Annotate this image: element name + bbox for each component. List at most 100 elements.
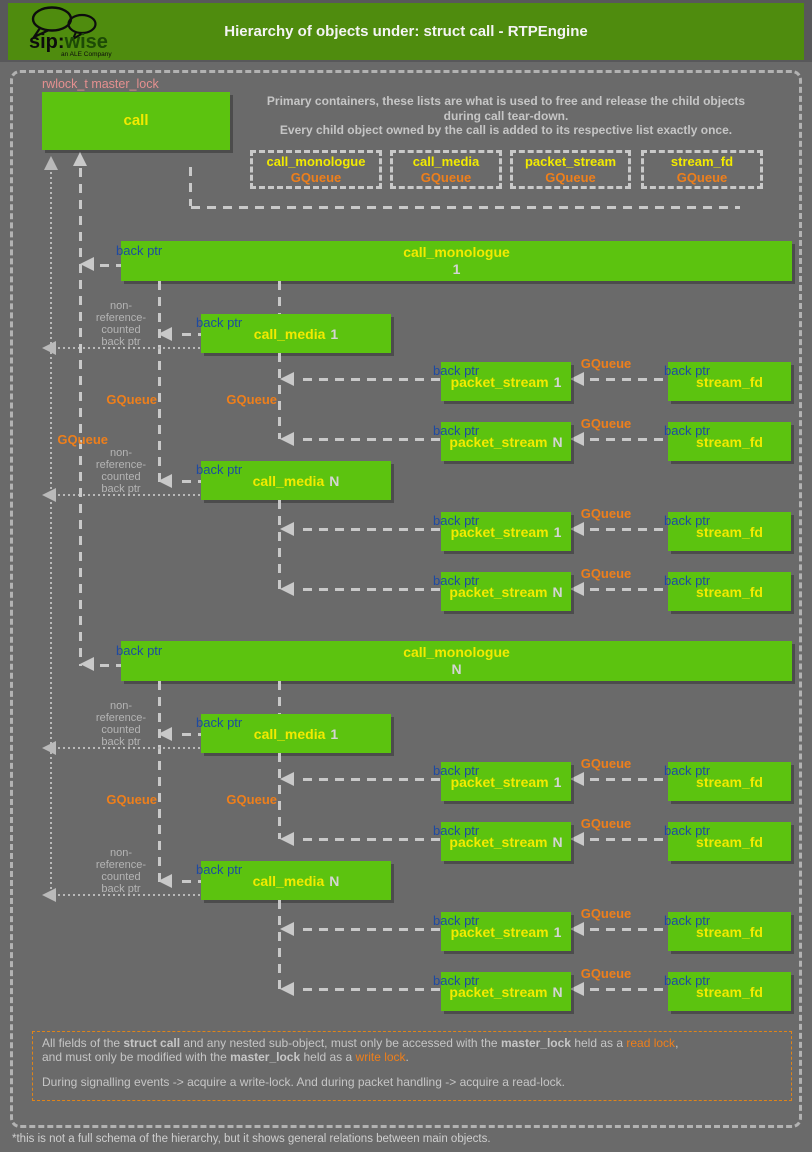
queue-type: GQueue: [676, 170, 728, 185]
back-ptr-line: [100, 664, 121, 667]
back-ptr-label: back ptr: [664, 763, 711, 778]
note-segment: During signalling events -> acquire a wr…: [42, 1075, 565, 1089]
stream-back-ptr-line: [303, 438, 441, 441]
intro-text: Primary containers, these lists are what…: [206, 94, 806, 138]
queue-name: call_media: [412, 154, 480, 169]
stream-fd-box: stream_fd: [668, 572, 791, 611]
non-ref-line: reference-: [95, 859, 147, 871]
stream-back-ptr-arrow: [280, 772, 294, 786]
queue-box-call-monologue: call_monologue GQueue: [250, 150, 382, 189]
non-ref-line: non-: [109, 300, 133, 312]
gqueue-label: GQueue: [106, 392, 157, 407]
media-back-ptr-trunk: [158, 281, 161, 483]
non-ref-counted-label: non-reference-counted back ptr: [76, 847, 166, 895]
non-ref-back-ptr-arrow: [42, 741, 56, 755]
note-segment: and any nested sub-object, must only be …: [180, 1036, 501, 1050]
media-gqueue-line: [278, 281, 281, 314]
note-segment: held as a: [570, 1036, 627, 1050]
stream-fd-box: stream_fd: [668, 422, 791, 461]
packet-stream-index: 1: [553, 523, 562, 540]
media-gqueue-line: [278, 681, 281, 714]
stream-back-ptr-line: [303, 528, 441, 531]
fd-back-ptr-arrow: [570, 772, 584, 786]
non-ref-line: back ptr: [101, 336, 141, 348]
note-segment: .: [405, 1049, 409, 1064]
stream-fd-box: stream_fd: [668, 822, 791, 861]
logo-text-wise: wise: [64, 31, 108, 53]
stream-fd-box: stream_fd: [668, 362, 791, 401]
queue-box-packet-stream: packet_stream GQueue: [510, 150, 631, 189]
stream-back-ptr-trunk: [278, 500, 281, 589]
packet-stream-name: packet_stream: [449, 983, 548, 1000]
stream-back-ptr-line: [303, 928, 441, 931]
note-line: During signalling events -> acquire a wr…: [42, 1075, 782, 1090]
packet-stream-name: packet_stream: [450, 923, 549, 940]
non-ref-line: counted: [101, 871, 141, 883]
back-ptr-line: [182, 880, 201, 883]
packet-stream-name: packet_stream: [450, 773, 549, 790]
stream-back-ptr-line: [303, 378, 441, 381]
stream-back-ptr-trunk: [278, 900, 281, 989]
back-ptr-label: back ptr: [433, 513, 480, 528]
non-ref-line: back ptr: [101, 736, 141, 748]
monologue-index: N: [451, 661, 462, 677]
packet-stream-index: N: [552, 983, 563, 1000]
packet-stream-box: packet_stream 1: [441, 362, 571, 401]
logo-tagline: an ALE Company: [61, 51, 112, 58]
back-ptr-label: back ptr: [664, 573, 711, 588]
back-ptr-label: back ptr: [433, 823, 480, 838]
packet-stream-index: 1: [553, 773, 562, 790]
queue-name: packet_stream: [524, 154, 617, 169]
fd-back-ptr-line: [590, 838, 668, 841]
back-ptr-label: back ptr: [433, 363, 480, 378]
note-line: All fields of the struct call and any ne…: [42, 1036, 782, 1051]
stream-fd-name: stream_fd: [696, 583, 763, 600]
back-ptr-line: [182, 733, 201, 736]
stream-fd-name: stream_fd: [696, 833, 763, 850]
non-ref-line: back ptr: [101, 483, 141, 495]
back-ptr-label: back ptr: [664, 513, 711, 528]
master-lock-label: rwlock_t master_lock: [42, 77, 159, 91]
gqueue-label: GQueue: [580, 816, 632, 831]
monologue-back-ptr-trunk: [79, 168, 82, 666]
non-ref-line: counted: [101, 324, 141, 336]
back-ptr-label: back ptr: [196, 715, 243, 730]
non-ref-line: reference-: [95, 712, 147, 724]
back-ptr-label: back ptr: [433, 423, 480, 438]
gqueue-label: GQueue: [106, 792, 157, 807]
stream-fd-name: stream_fd: [696, 433, 763, 450]
stream-back-ptr-trunk: [278, 353, 281, 439]
note-segment: ,: [675, 1036, 679, 1050]
stream-back-ptr-arrow: [280, 982, 294, 996]
stream-fd-box: stream_fd: [668, 972, 791, 1011]
gqueue-label: GQueue: [580, 356, 632, 371]
queue-type: GQueue: [290, 170, 342, 185]
packet-stream-index: N: [552, 433, 563, 450]
stream-fd-name: stream_fd: [696, 923, 763, 940]
fd-back-ptr-arrow: [570, 982, 584, 996]
packet-stream-name: packet_stream: [450, 523, 549, 540]
back-ptr-label: back ptr: [433, 913, 480, 928]
stream-back-ptr-line: [303, 838, 441, 841]
queue-name: stream_fd: [670, 154, 734, 169]
call-box-label: call: [123, 112, 149, 129]
stream-fd-name: stream_fd: [696, 773, 763, 790]
back-ptr-arrow: [158, 727, 172, 741]
back-ptr-label: back ptr: [116, 243, 163, 258]
media-name: call_media: [252, 872, 325, 889]
back-ptr-label: back ptr: [664, 973, 711, 988]
packet-stream-name: packet_stream: [450, 373, 549, 390]
queues-link-line: [189, 167, 192, 206]
stream-back-ptr-trunk: [278, 753, 281, 839]
fd-back-ptr-arrow: [570, 582, 584, 596]
packet-stream-box: packet_stream N: [441, 822, 571, 861]
media-name: call_media: [253, 325, 326, 342]
footer-note: *this is not a full schema of the hierar…: [12, 1133, 491, 1145]
stream-back-ptr-arrow: [280, 582, 294, 596]
notes-box: All fields of the struct call and any ne…: [32, 1031, 792, 1101]
queues-link-line: [191, 206, 740, 209]
back-ptr-label: back ptr: [664, 363, 711, 378]
note-segment: held as a: [300, 1049, 356, 1064]
non-ref-up-arrow: [44, 156, 58, 170]
